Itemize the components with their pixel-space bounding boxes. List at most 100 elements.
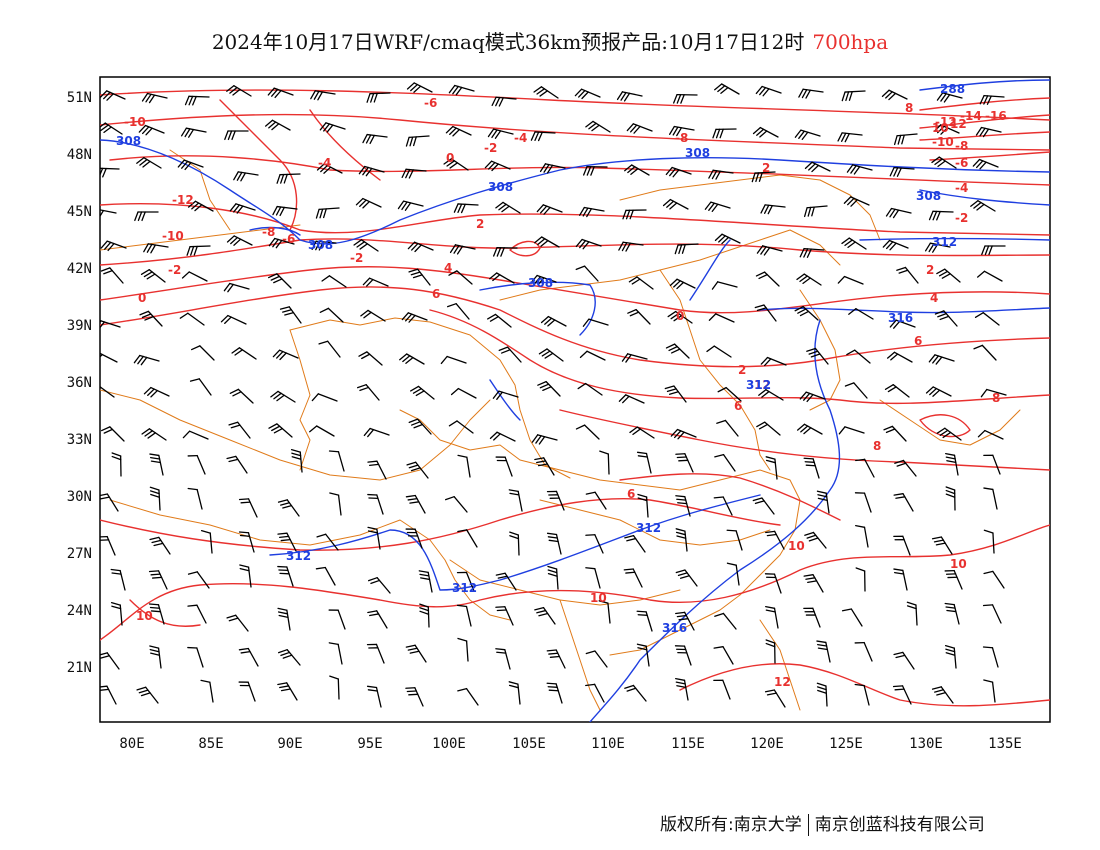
wind-barb-flag [220,314,229,323]
wind-barb-flag [986,95,992,105]
wind-barb-flag [636,610,647,613]
wind-barb-flag [855,524,866,528]
wind-barb-flag [805,89,811,99]
lon-label: 130E [909,736,943,752]
wind-barb-flag [100,321,106,329]
wind-barb-flag [847,197,855,206]
wind-barb-flag [498,203,507,211]
wind-barb-flag [766,533,777,537]
wind-barb-flag [543,163,550,173]
temp-label: 10 [932,121,949,135]
temperature-contour [100,286,1050,368]
wind-barb-flag [111,455,122,461]
wind-barb-flag [616,91,624,101]
wind-barb-flag [148,570,160,573]
wind-barb-flag [708,169,714,179]
wind-barb-flag [233,204,241,213]
wind-barb-flag [139,158,148,166]
wind-barb-flag [103,126,112,133]
wind-barb-flag [234,349,244,356]
wind-barb-flag [945,606,956,609]
lat-label: 42N [67,261,92,277]
temp-label: -16 [985,109,1007,123]
wind-barb-flag [267,87,275,96]
wind-barb-flag [599,450,609,455]
temp-label: -12 [172,193,194,207]
wind-barb-flag [103,269,113,275]
wind-barb-flag [756,245,764,254]
wind-barb-flag [406,690,417,693]
geopotential-contour [919,79,1050,91]
wind-barb-flag [805,464,816,467]
wind-barb-flag [409,501,420,504]
wind-barb-flag [402,355,411,363]
wind-barb-flag [453,203,459,213]
wind-barb-flag [633,125,641,134]
wind-barb-flag [316,533,327,538]
wind-barb-flag [579,350,588,359]
temp-label: 10 [136,609,153,623]
map-frame [99,76,1051,723]
wind-barb-flag [540,239,549,247]
wind-barb-flag [803,457,814,460]
wind-barb-flag [817,643,828,647]
wind-barb-flag [760,356,769,365]
wind-barb-flag [665,343,676,349]
wind-barb-flag [627,308,637,314]
wind-barb-flag [356,241,366,248]
wind-barb-flag [284,311,295,316]
wind-barb-shaft [722,453,736,472]
wind-barb-flag [370,579,381,585]
wind-barb-flag [100,688,110,691]
wind-barb-flag [310,90,316,100]
wind-barb-flag [577,382,587,390]
wind-barb-flag [412,388,422,394]
temp-label: 0 [676,309,684,323]
temperature-contour [559,409,1050,471]
wind-barb-flag [676,685,687,689]
wind-barb-flag [944,644,955,649]
wind-barb-flag [401,312,409,321]
wind-barb-flag [973,201,982,209]
wind-barb-flag [413,85,422,93]
wind-barb-flag [498,97,504,107]
geopotential-contour [100,139,1050,245]
wind-barb-flag [623,568,634,571]
wind-barb-flag [751,172,756,183]
wind-barb-flag [323,166,332,174]
wind-barb-flag [629,209,634,220]
temp-label: 12 [774,675,791,689]
wind-barb-flag [982,646,994,649]
temp-label: 12 [754,378,771,392]
latitude-axis: 51N 48N 45N 42N 39N 36N 33N 30N 27N 24N … [67,90,92,676]
wind-barb-flag [620,91,627,101]
wind-barb-flag [401,201,408,211]
wind-barb-flag [275,206,282,216]
wind-barb-flag [979,127,986,137]
wind-barb-flag [137,211,143,222]
boundary-line [399,409,521,461]
wind-barb-flag [937,160,946,167]
wind-barb-flag [141,428,151,435]
wind-barb-flag [150,389,159,398]
wind-barb-flag [713,496,724,499]
temp-label: -2 [168,263,181,277]
wind-barb-flag [803,248,809,258]
temp-label: 4 [930,291,938,305]
wind-barb-shaft [586,350,606,361]
wind-barb-flag [190,245,195,256]
wind-barb-flag [186,246,191,256]
wind-barb-flag [804,461,815,463]
wind-barb-flag [585,491,596,495]
wind-barb-flag [549,655,561,658]
wind-barb-flag [150,460,161,464]
wind-barb-flag [240,651,251,654]
height-label: 312 [286,549,311,563]
wind-barb-flag [149,536,160,541]
wind-barb-flag [145,93,152,103]
temperature-contour [100,498,781,551]
lon-label: 95E [357,736,382,752]
wind-barb-flag [766,692,777,696]
wind-barb-flag [637,455,648,458]
wind-barb-flag [598,600,609,604]
